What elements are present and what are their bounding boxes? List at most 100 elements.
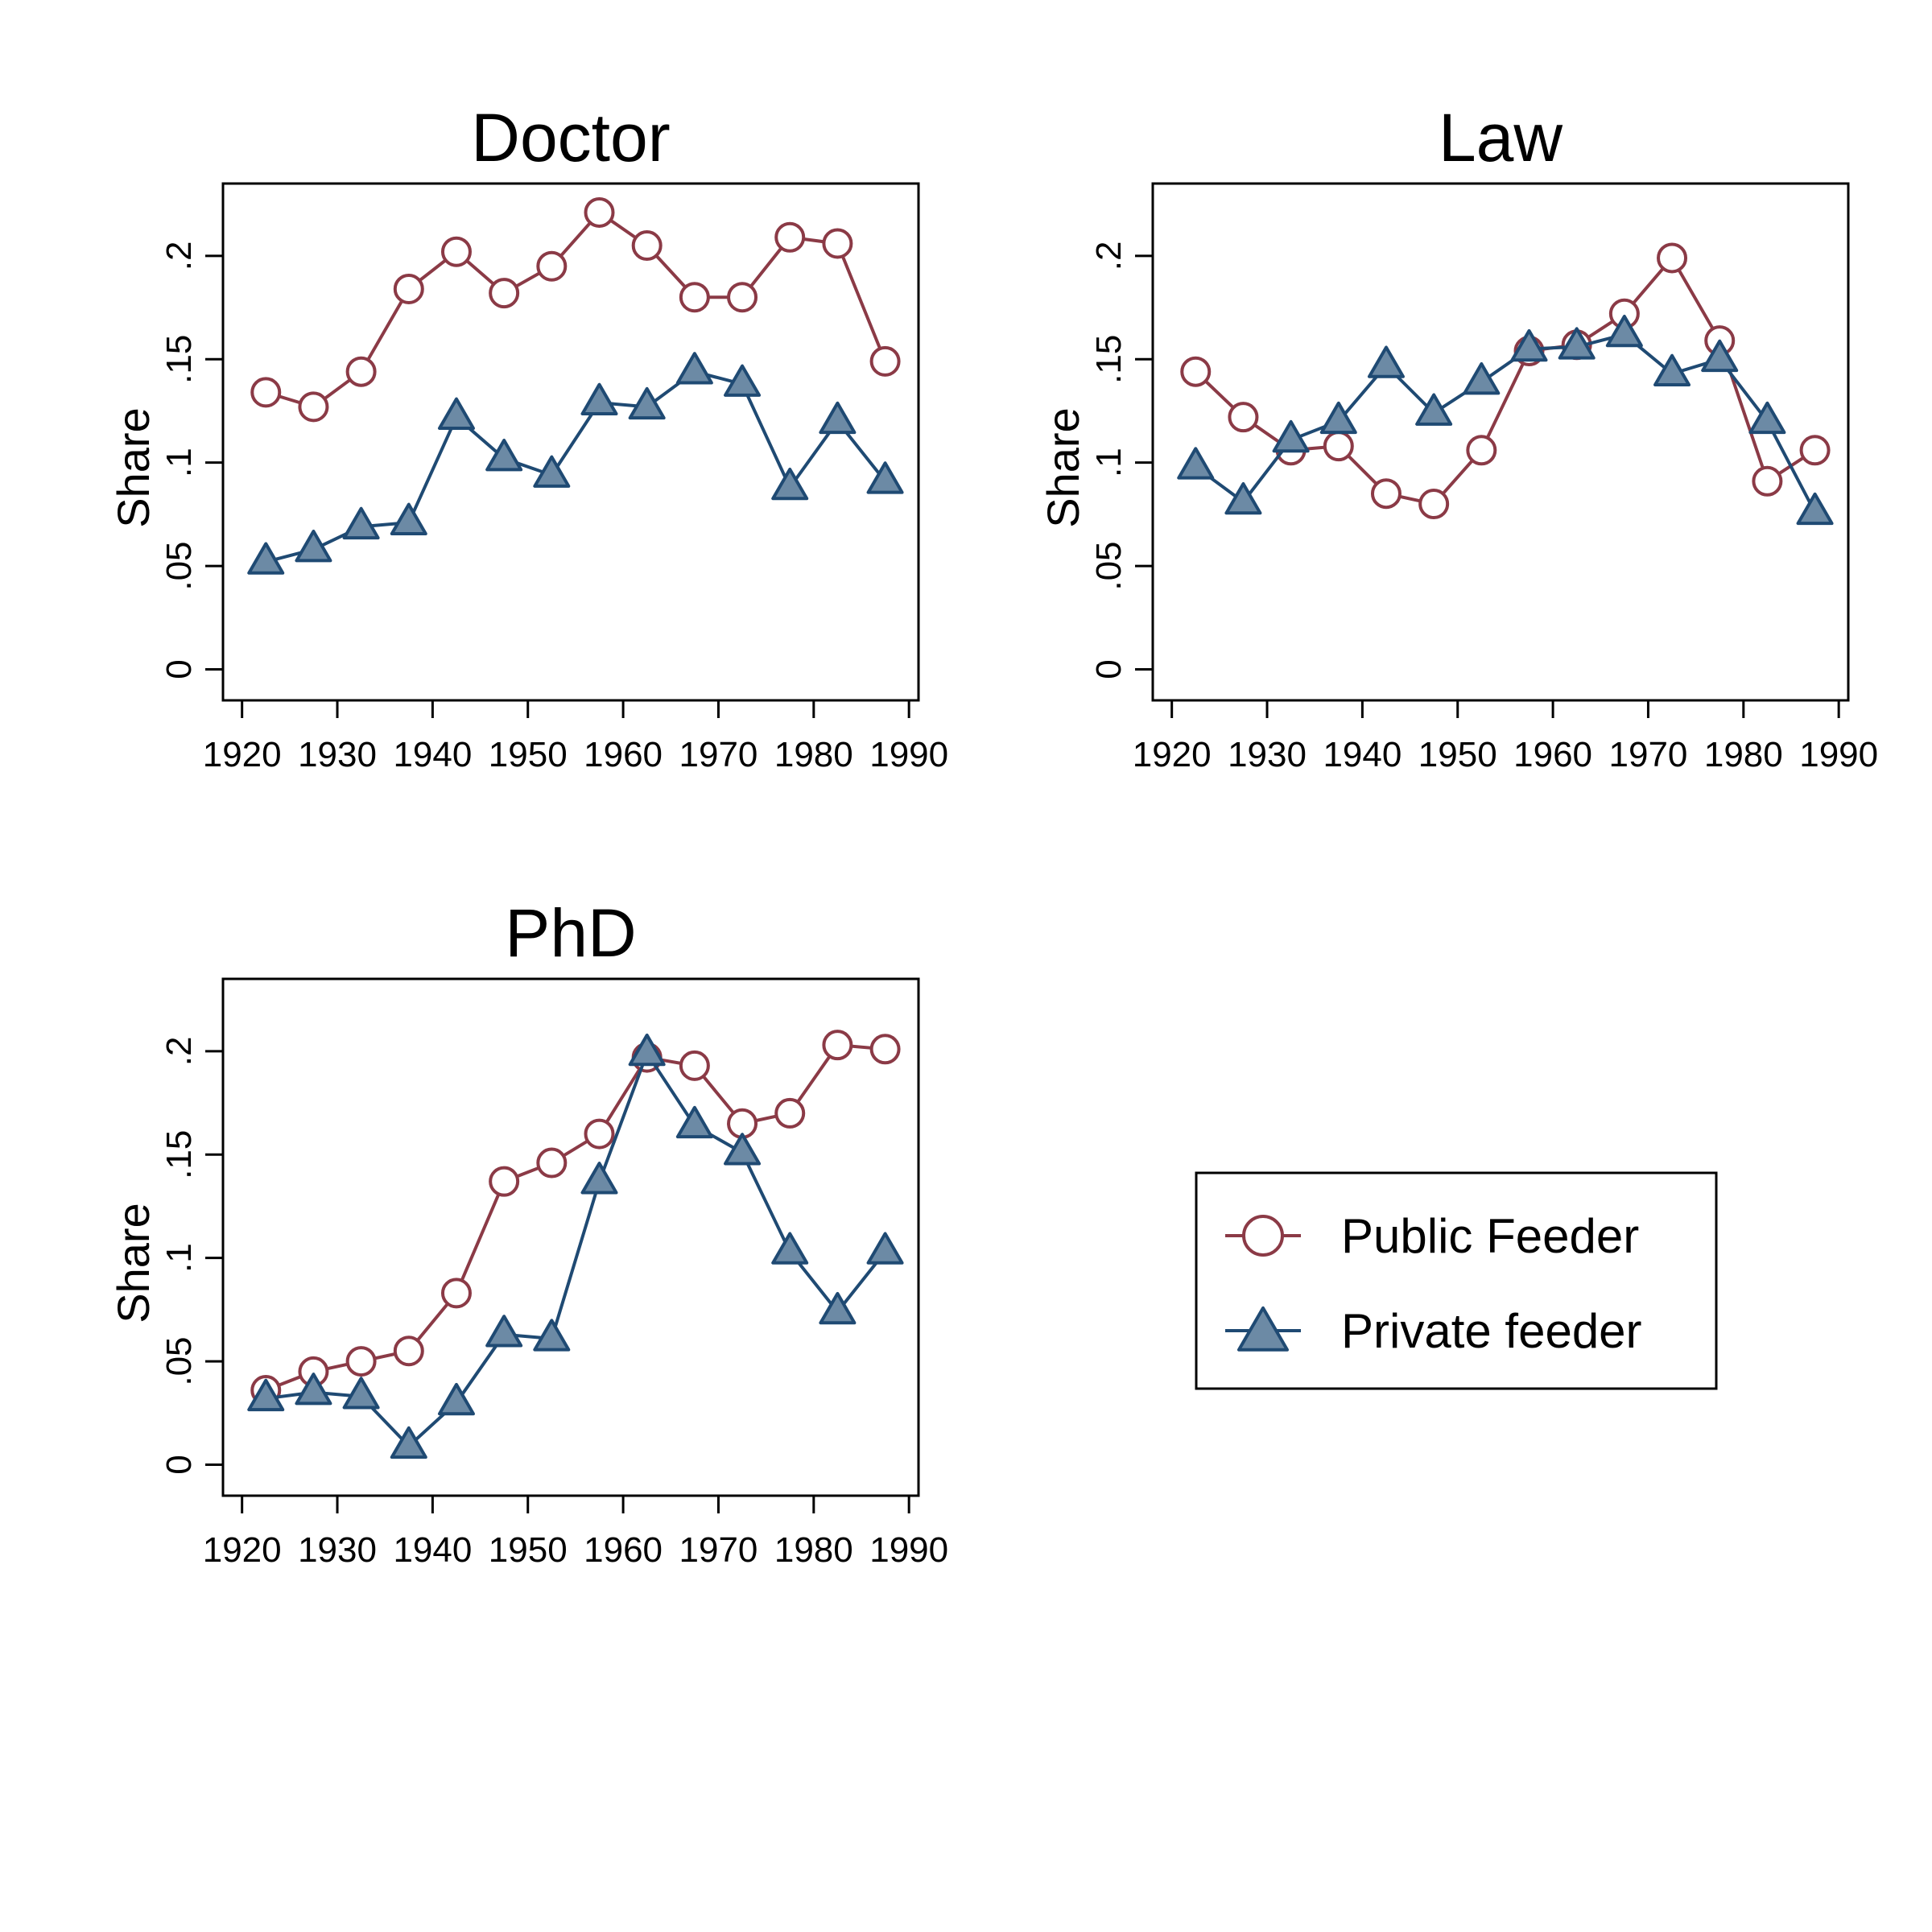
data-point — [675, 352, 713, 385]
data-point — [724, 364, 762, 397]
data-point — [393, 1335, 424, 1367]
data-point — [342, 506, 380, 540]
legend-item: Private feeder — [1225, 1304, 1642, 1358]
y-tick-label: .05 — [159, 541, 199, 590]
x-tick-label: 1920 — [203, 1530, 282, 1570]
panel-phd: PhD Share 0 .05 .1 .15 .2 1920 1930 1940 1950 1960 1… — [108, 895, 948, 1570]
data-point — [1177, 447, 1215, 480]
data-point — [869, 345, 901, 377]
data-point — [1415, 393, 1453, 426]
data-point — [1224, 481, 1262, 515]
data-point — [866, 1232, 904, 1265]
x-tick-label: 1930 — [298, 1530, 377, 1570]
data-point — [584, 196, 615, 228]
data-point — [1180, 356, 1212, 387]
data-point — [1228, 402, 1259, 433]
legend-label: Private feeder — [1341, 1304, 1642, 1358]
data-point — [1466, 435, 1497, 466]
data-point — [485, 1315, 523, 1348]
data-point — [533, 455, 571, 488]
data-point — [536, 1147, 568, 1179]
data-point — [390, 502, 427, 535]
data-point — [679, 282, 710, 313]
data-point — [822, 1030, 853, 1061]
x-tick-label: 1960 — [584, 1530, 663, 1570]
x-tick-label: 1970 — [1609, 735, 1688, 774]
x-tick-label: 1990 — [869, 1530, 948, 1570]
legend-frame — [1195, 1171, 1718, 1390]
x-tick-label: 1920 — [1133, 735, 1212, 774]
data-point — [1657, 242, 1688, 274]
y-tick-label: .15 — [1089, 335, 1129, 384]
data-point — [1558, 327, 1596, 360]
y-tick-label: 0 — [1089, 659, 1129, 679]
plot-frame — [221, 182, 920, 702]
x-tick-label: 1950 — [489, 735, 568, 774]
data-point — [295, 530, 332, 563]
x-tick-label: 1980 — [774, 735, 853, 774]
legend: Public Feeder Private feeder — [1195, 1171, 1718, 1390]
data-point — [437, 397, 475, 430]
y-tick-label: .1 — [1089, 448, 1129, 477]
data-point — [1367, 345, 1405, 378]
x-tick-label: 1980 — [1704, 735, 1783, 774]
panel-title: Law — [1439, 100, 1563, 175]
x-tick-label: 1990 — [869, 735, 948, 774]
data-point — [679, 1050, 710, 1081]
y-axis-label: Share — [108, 1203, 159, 1323]
data-point — [771, 467, 809, 501]
plot-frame — [1151, 182, 1850, 702]
x-tick-label: 1990 — [1799, 735, 1878, 774]
data-point — [584, 1118, 615, 1150]
data-point — [1418, 489, 1450, 520]
data-point — [298, 391, 329, 423]
data-point — [390, 1426, 427, 1459]
x-tick-label: 1970 — [679, 735, 758, 774]
panel-title: Doctor — [471, 100, 670, 175]
legend-marker — [1237, 1306, 1289, 1352]
data-point — [295, 1373, 332, 1406]
y-tick-label: .2 — [159, 1037, 199, 1067]
data-point — [774, 1097, 806, 1129]
data-point — [247, 1378, 285, 1412]
data-point — [866, 461, 904, 494]
legend-marker — [1242, 1215, 1284, 1257]
data-point — [489, 1166, 520, 1197]
y-tick-label: .05 — [159, 1336, 199, 1385]
y-tick-label: 0 — [159, 659, 199, 679]
series-private-feeder — [1177, 314, 1834, 526]
y-tick-label: .15 — [159, 1130, 199, 1179]
x-tick-label: 1960 — [1513, 735, 1592, 774]
x-tick-label: 1940 — [393, 1530, 472, 1570]
data-point — [1319, 401, 1357, 435]
x-tick-label: 1950 — [1418, 735, 1497, 774]
y-tick-label: .1 — [159, 448, 199, 477]
panels: Doctor Share 0 .05 .1 .15 .2 1920 1930 1940 1950 19… — [108, 100, 1878, 1570]
data-point — [727, 282, 758, 313]
y-tick-label: .2 — [159, 242, 199, 271]
x-tick-label: 1980 — [774, 1530, 853, 1570]
data-point — [1799, 435, 1831, 466]
data-point — [819, 1291, 857, 1325]
legend-label: Public Feeder — [1341, 1209, 1639, 1263]
x-tick-label: 1930 — [298, 735, 377, 774]
data-point — [1796, 492, 1834, 526]
data-point — [342, 1377, 380, 1410]
x-tick-label: 1920 — [203, 735, 282, 774]
data-point — [393, 273, 424, 304]
x-tick-label: 1950 — [489, 1530, 568, 1570]
y-axis-label: Share — [108, 407, 159, 527]
data-point — [1605, 314, 1643, 348]
data-point — [437, 1382, 475, 1416]
data-point — [250, 377, 282, 408]
y-tick-label: 0 — [159, 1455, 199, 1474]
data-point — [1323, 431, 1354, 462]
data-point — [1748, 401, 1786, 435]
data-point — [819, 401, 857, 435]
data-point — [536, 250, 568, 282]
plot-frame — [221, 977, 920, 1497]
data-point — [1510, 328, 1548, 362]
data-point — [1752, 465, 1783, 497]
data-point — [440, 236, 472, 267]
